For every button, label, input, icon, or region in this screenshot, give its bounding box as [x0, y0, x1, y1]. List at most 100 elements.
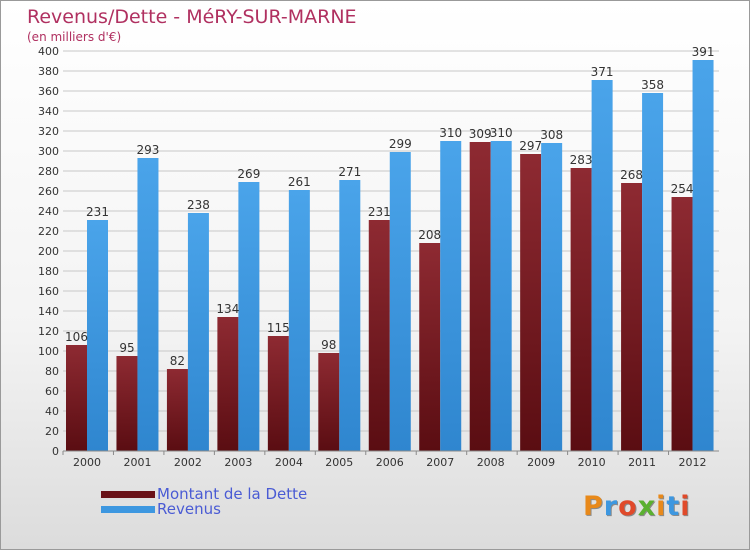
- y-tick-label: 180: [38, 265, 59, 278]
- bar-revenus: [389, 152, 411, 451]
- bar-dette: [671, 197, 693, 451]
- x-tick-label: 2010: [578, 456, 606, 469]
- y-tick-label: 0: [52, 445, 59, 458]
- legend-label-dette: Montant de la Dette: [157, 485, 308, 503]
- data-label-dette: 309: [469, 127, 492, 141]
- y-tick-label: 80: [45, 365, 59, 378]
- data-label-dette: 95: [119, 341, 134, 355]
- y-tick-label: 360: [38, 85, 59, 98]
- data-label-revenus: 310: [439, 126, 462, 140]
- data-label-revenus: 271: [338, 165, 361, 179]
- y-tick-label: 160: [38, 285, 59, 298]
- bar-dette: [318, 353, 340, 451]
- bar-revenus: [541, 143, 563, 451]
- bar-dette: [116, 356, 138, 451]
- x-tick-label: 2001: [123, 456, 151, 469]
- bar-revenus: [87, 220, 108, 451]
- data-label-revenus: 310: [490, 126, 513, 140]
- x-tick-label: 2006: [376, 456, 404, 469]
- bar-dette: [621, 183, 643, 451]
- data-label-revenus: 371: [591, 65, 614, 79]
- bar-revenus: [238, 182, 260, 451]
- bar-revenus: [288, 190, 310, 451]
- bar-revenus: [692, 60, 714, 451]
- bar-revenus: [187, 213, 209, 451]
- bar-dette: [217, 317, 239, 451]
- data-label-revenus: 358: [641, 78, 664, 92]
- legend-label-revenus: Revenus: [157, 500, 221, 518]
- data-label-dette: 106: [65, 330, 88, 344]
- legend-item-dette: Montant de la Dette: [101, 486, 307, 502]
- data-label-dette: 115: [267, 321, 290, 335]
- data-label-revenus: 308: [540, 128, 563, 142]
- y-tick-label: 140: [38, 305, 59, 318]
- x-tick-label: 2008: [477, 456, 505, 469]
- chart-subtitle: (en milliers d'€): [27, 30, 122, 44]
- y-tick-label: 320: [38, 125, 59, 138]
- data-label-dette: 268: [620, 168, 643, 182]
- y-tick-label: 400: [38, 45, 59, 58]
- x-tick-label: 2004: [275, 456, 303, 469]
- bar-dette: [267, 336, 289, 451]
- bar-dette: [166, 369, 188, 451]
- y-tick-label: 220: [38, 225, 59, 238]
- data-label-dette: 82: [170, 354, 185, 368]
- y-tick-label: 260: [38, 185, 59, 198]
- bar-dette: [469, 142, 491, 451]
- data-label-revenus: 293: [137, 143, 160, 157]
- data-labels: 106 231 95 293 82 238 134 269 115 261 98 271 231 299 2…: [65, 45, 714, 368]
- bar-dette: [570, 168, 592, 451]
- data-label-dette: 283: [570, 153, 593, 167]
- y-tick-label: 60: [45, 385, 59, 398]
- y-tick-label: 380: [38, 65, 59, 78]
- x-tick-label: 2002: [174, 456, 202, 469]
- logo-letter: t: [666, 491, 681, 522]
- logo-letter: x: [637, 491, 657, 522]
- logo-letter: P: [583, 491, 604, 522]
- bar-revenus: [490, 141, 512, 451]
- data-label-dette: 297: [519, 139, 542, 153]
- legend-swatch-revenus: [101, 505, 155, 513]
- bars: [66, 60, 714, 451]
- proxiti-logo: Proxiti: [583, 491, 691, 522]
- data-label-revenus: 261: [288, 175, 311, 189]
- data-label-dette: 231: [368, 205, 391, 219]
- bar-revenus: [137, 158, 159, 451]
- logo-letter: r: [603, 491, 619, 522]
- y-tick-label: 40: [45, 405, 59, 418]
- bar-revenus: [440, 141, 462, 451]
- data-label-dette: 208: [418, 228, 441, 242]
- data-label-revenus: 238: [187, 198, 210, 212]
- bar-dette: [520, 154, 542, 451]
- x-tick-label: 2011: [628, 456, 656, 469]
- bar-revenus: [591, 80, 613, 451]
- y-tick-label: 240: [38, 205, 59, 218]
- x-axis-ticks: 2000 2001 2002 2003 2004 2005 2006 2007 2008 2009…: [62, 451, 707, 469]
- bar-dette: [66, 345, 87, 451]
- x-tick-label: 2012: [679, 456, 707, 469]
- x-tick-label: 2007: [426, 456, 454, 469]
- y-tick-label: 280: [38, 165, 59, 178]
- logo-letter: i: [680, 491, 691, 522]
- bar-dette: [368, 220, 390, 451]
- legend-swatch-dette: [101, 490, 155, 498]
- x-tick-label: 2009: [527, 456, 555, 469]
- data-label-dette: 98: [321, 338, 336, 352]
- data-label-dette: 134: [216, 302, 239, 316]
- y-tick-label: 20: [45, 425, 59, 438]
- bar-revenus: [642, 93, 664, 451]
- bar-dette: [419, 243, 441, 451]
- bar-revenus: [339, 180, 361, 451]
- y-axis-ticks: 0 20 40 60 80 100 120 140 160 180 200 220 240 260 280 3…: [38, 45, 59, 458]
- data-label-revenus: 231: [86, 205, 109, 219]
- data-label-revenus: 391: [692, 45, 715, 59]
- logo-letter: i: [656, 491, 667, 522]
- y-tick-label: 300: [38, 145, 59, 158]
- y-tick-label: 100: [38, 345, 59, 358]
- data-label-dette: 254: [671, 182, 694, 196]
- y-tick-label: 200: [38, 245, 59, 258]
- chart-title: Revenus/Dette - MéRY-SUR-MARNE: [27, 6, 357, 28]
- x-tick-label: 2003: [224, 456, 252, 469]
